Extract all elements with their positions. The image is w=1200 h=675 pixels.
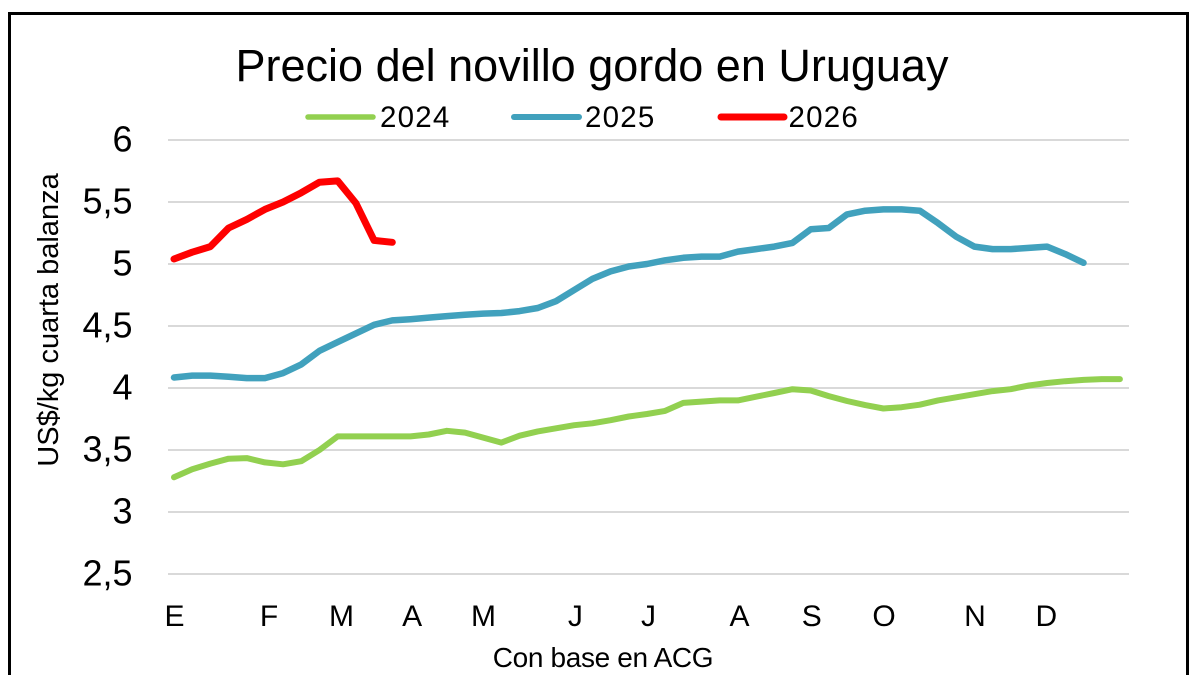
svg-text:2025: 2025 (585, 101, 655, 134)
svg-text:4: 4 (112, 367, 132, 408)
svg-text:M: M (471, 600, 496, 633)
svg-text:A: A (729, 600, 749, 633)
svg-text:Precio del novillo gordo en Ur: Precio del novillo gordo en Uruguay (236, 40, 949, 91)
svg-text:M: M (329, 600, 354, 633)
svg-text:3: 3 (112, 491, 132, 532)
svg-text:US$/kg cuarta balanza: US$/kg cuarta balanza (33, 172, 65, 466)
svg-text:E: E (164, 600, 184, 633)
svg-text:5,5: 5,5 (82, 181, 132, 222)
svg-text:F: F (260, 600, 278, 633)
svg-text:4,5: 4,5 (82, 305, 132, 346)
svg-text:J: J (568, 600, 583, 633)
svg-text:N: N (964, 600, 986, 633)
svg-text:3,5: 3,5 (82, 429, 132, 470)
svg-text:A: A (402, 600, 422, 633)
svg-text:O: O (872, 600, 895, 633)
svg-text:J: J (641, 600, 656, 633)
svg-text:D: D (1035, 600, 1057, 633)
svg-text:2,5: 2,5 (82, 553, 132, 594)
svg-text:6: 6 (112, 119, 132, 160)
svg-text:5: 5 (112, 243, 132, 284)
svg-text:Con base en ACG: Con base en ACG (493, 642, 713, 673)
svg-text:2026: 2026 (789, 101, 859, 134)
svg-text:S: S (802, 600, 822, 633)
svg-text:2024: 2024 (380, 101, 450, 134)
